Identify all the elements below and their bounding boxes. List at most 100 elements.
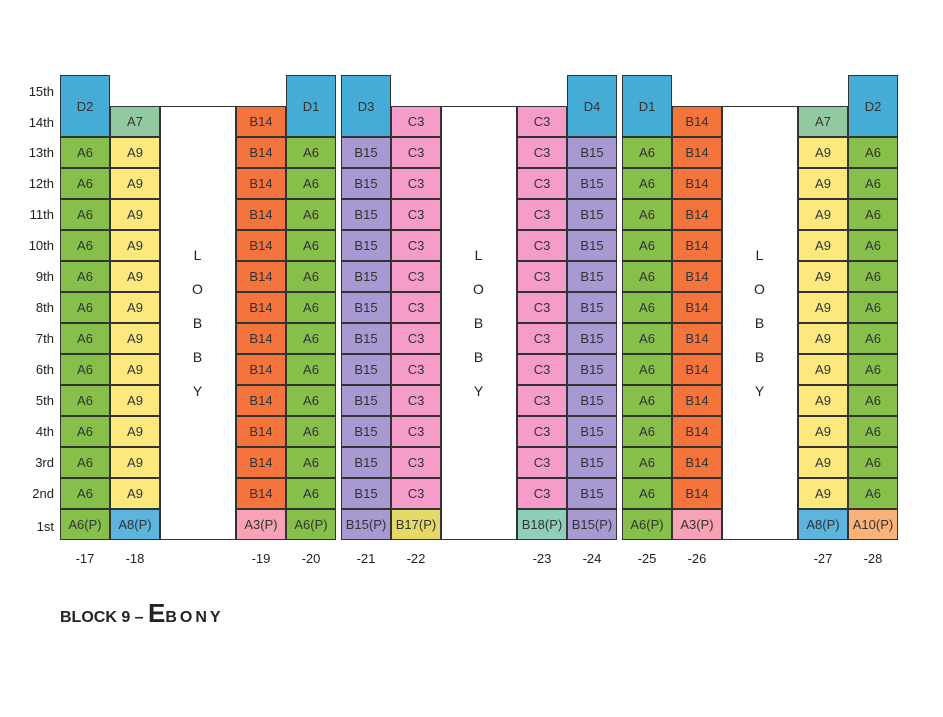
unit-stack-28-penthouse: D2 bbox=[848, 75, 898, 137]
unit-stack-23-floor-2: C3 bbox=[517, 478, 567, 509]
unit-stack-25-floor-8: A6 bbox=[622, 292, 672, 323]
unit-stack-27-floor-6: A9 bbox=[798, 354, 848, 385]
block-title-prefix: BLOCK 9 – bbox=[60, 609, 149, 626]
unit-stack-22-floor-13: C3 bbox=[391, 137, 441, 168]
unit-stack-26-floor-7: B14 bbox=[672, 323, 722, 354]
unit-stack-19-floor-3: B14 bbox=[236, 447, 286, 478]
unit-stack-23-floor-12: C3 bbox=[517, 168, 567, 199]
floor-label-10th: 10th bbox=[28, 238, 54, 253]
unit-stack-21-floor-2: B15 bbox=[341, 478, 391, 509]
unit-stack-26-floor-4: B14 bbox=[672, 416, 722, 447]
unit-stack-20-floor-2: A6 bbox=[286, 478, 336, 509]
unit-stack-25-1st: A6(P) bbox=[622, 509, 672, 540]
unit-stack-27-floor-7: A9 bbox=[798, 323, 848, 354]
unit-stack-20-floor-10: A6 bbox=[286, 230, 336, 261]
floor-label-3rd: 3rd bbox=[35, 455, 54, 470]
unit-stack-27-floor-13: A9 bbox=[798, 137, 848, 168]
unit-stack-24-floor-2: B15 bbox=[567, 478, 617, 509]
unit-stack-23-floor-7: C3 bbox=[517, 323, 567, 354]
floor-label-11th: 11th bbox=[29, 207, 54, 222]
floor-label-5th: 5th bbox=[35, 393, 54, 408]
unit-stack-19-floor-11: B14 bbox=[236, 199, 286, 230]
unit-stack-18-floor-12: A9 bbox=[110, 168, 160, 199]
unit-stack-18-floor-13: A9 bbox=[110, 137, 160, 168]
unit-stack-19-floor-13: B14 bbox=[236, 137, 286, 168]
unit-stack-19-floor-5: B14 bbox=[236, 385, 286, 416]
unit-stack-28-floor-2: A6 bbox=[848, 478, 898, 509]
floor-label-1st: 1st bbox=[36, 519, 54, 534]
stack-number-17: -17 bbox=[75, 551, 95, 566]
unit-stack-27-1st: A8(P) bbox=[798, 509, 848, 540]
unit-stack-26-floor-13: B14 bbox=[672, 137, 722, 168]
stack-number-22: -22 bbox=[406, 551, 426, 566]
unit-stack-22-floor-12: C3 bbox=[391, 168, 441, 199]
unit-stack-19-floor-6: B14 bbox=[236, 354, 286, 385]
unit-stack-25-floor-4: A6 bbox=[622, 416, 672, 447]
lobby-letter: L bbox=[474, 247, 484, 263]
unit-stack-17-floor-2: A6 bbox=[60, 478, 110, 509]
floor-label-13th: 13th bbox=[28, 145, 54, 160]
unit-stack-17-floor-5: A6 bbox=[60, 385, 110, 416]
unit-stack-22-floor-10: C3 bbox=[391, 230, 441, 261]
floor-label-4th: 4th bbox=[35, 424, 54, 439]
unit-stack-20-floor-11: A6 bbox=[286, 199, 336, 230]
unit-stack-20-floor-7: A6 bbox=[286, 323, 336, 354]
unit-stack-21-floor-5: B15 bbox=[341, 385, 391, 416]
unit-stack-17-floor-11: A6 bbox=[60, 199, 110, 230]
lobby-letter: B bbox=[754, 315, 766, 331]
unit-stack-20-penthouse: D1 bbox=[286, 75, 336, 137]
unit-stack-17-floor-13: A6 bbox=[60, 137, 110, 168]
unit-stack-28-1st: A10(P) bbox=[848, 509, 898, 540]
lobby-letter: Y bbox=[192, 383, 204, 399]
unit-stack-28-floor-10: A6 bbox=[848, 230, 898, 261]
unit-stack-24-floor-5: B15 bbox=[567, 385, 617, 416]
unit-stack-21-floor-6: B15 bbox=[341, 354, 391, 385]
unit-stack-25-floor-5: A6 bbox=[622, 385, 672, 416]
unit-stack-18-floor-3: A9 bbox=[110, 447, 160, 478]
unit-stack-20-floor-13: A6 bbox=[286, 137, 336, 168]
unit-stack-25-floor-3: A6 bbox=[622, 447, 672, 478]
unit-stack-26-14th: B14 bbox=[672, 106, 722, 137]
lobby-letter: Y bbox=[473, 383, 485, 399]
stack-number-26: -26 bbox=[687, 551, 707, 566]
unit-stack-23-14th: C3 bbox=[517, 106, 567, 137]
unit-stack-28-floor-9: A6 bbox=[848, 261, 898, 292]
unit-stack-17-floor-6: A6 bbox=[60, 354, 110, 385]
unit-stack-17-floor-10: A6 bbox=[60, 230, 110, 261]
unit-stack-20-floor-9: A6 bbox=[286, 261, 336, 292]
unit-stack-22-floor-4: C3 bbox=[391, 416, 441, 447]
unit-stack-22-floor-2: C3 bbox=[391, 478, 441, 509]
unit-stack-19-14th: B14 bbox=[236, 106, 286, 137]
unit-stack-23-floor-6: C3 bbox=[517, 354, 567, 385]
unit-stack-24-floor-3: B15 bbox=[567, 447, 617, 478]
floor-label-14th: 14th bbox=[28, 115, 54, 130]
unit-stack-19-floor-8: B14 bbox=[236, 292, 286, 323]
unit-stack-23-floor-3: C3 bbox=[517, 447, 567, 478]
unit-stack-26-floor-5: B14 bbox=[672, 385, 722, 416]
unit-stack-21-floor-3: B15 bbox=[341, 447, 391, 478]
stack-number-20: -20 bbox=[301, 551, 321, 566]
unit-stack-22-1st: B17(P) bbox=[391, 509, 441, 540]
unit-stack-18-floor-4: A9 bbox=[110, 416, 160, 447]
unit-stack-28-floor-11: A6 bbox=[848, 199, 898, 230]
unit-stack-18-floor-2: A9 bbox=[110, 478, 160, 509]
unit-stack-17-floor-9: A6 bbox=[60, 261, 110, 292]
unit-stack-28-floor-7: A6 bbox=[848, 323, 898, 354]
unit-stack-20-floor-6: A6 bbox=[286, 354, 336, 385]
stack-number-27: -27 bbox=[813, 551, 833, 566]
lobby-1: L O B B Y bbox=[160, 106, 236, 540]
stack-number-24: -24 bbox=[582, 551, 602, 566]
floor-label-8th: 8th bbox=[35, 300, 54, 315]
unit-stack-19-1st: A3(P) bbox=[236, 509, 286, 540]
unit-stack-21-floor-7: B15 bbox=[341, 323, 391, 354]
unit-stack-20-floor-4: A6 bbox=[286, 416, 336, 447]
unit-stack-18-1st: A8(P) bbox=[110, 509, 160, 540]
unit-stack-27-14th: A7 bbox=[798, 106, 848, 137]
unit-stack-21-penthouse: D3 bbox=[341, 75, 391, 137]
unit-stack-20-floor-3: A6 bbox=[286, 447, 336, 478]
block-title-rest: BONY bbox=[165, 609, 224, 626]
unit-stack-22-floor-3: C3 bbox=[391, 447, 441, 478]
unit-stack-28-floor-13: A6 bbox=[848, 137, 898, 168]
unit-stack-26-floor-10: B14 bbox=[672, 230, 722, 261]
unit-stack-23-floor-13: C3 bbox=[517, 137, 567, 168]
